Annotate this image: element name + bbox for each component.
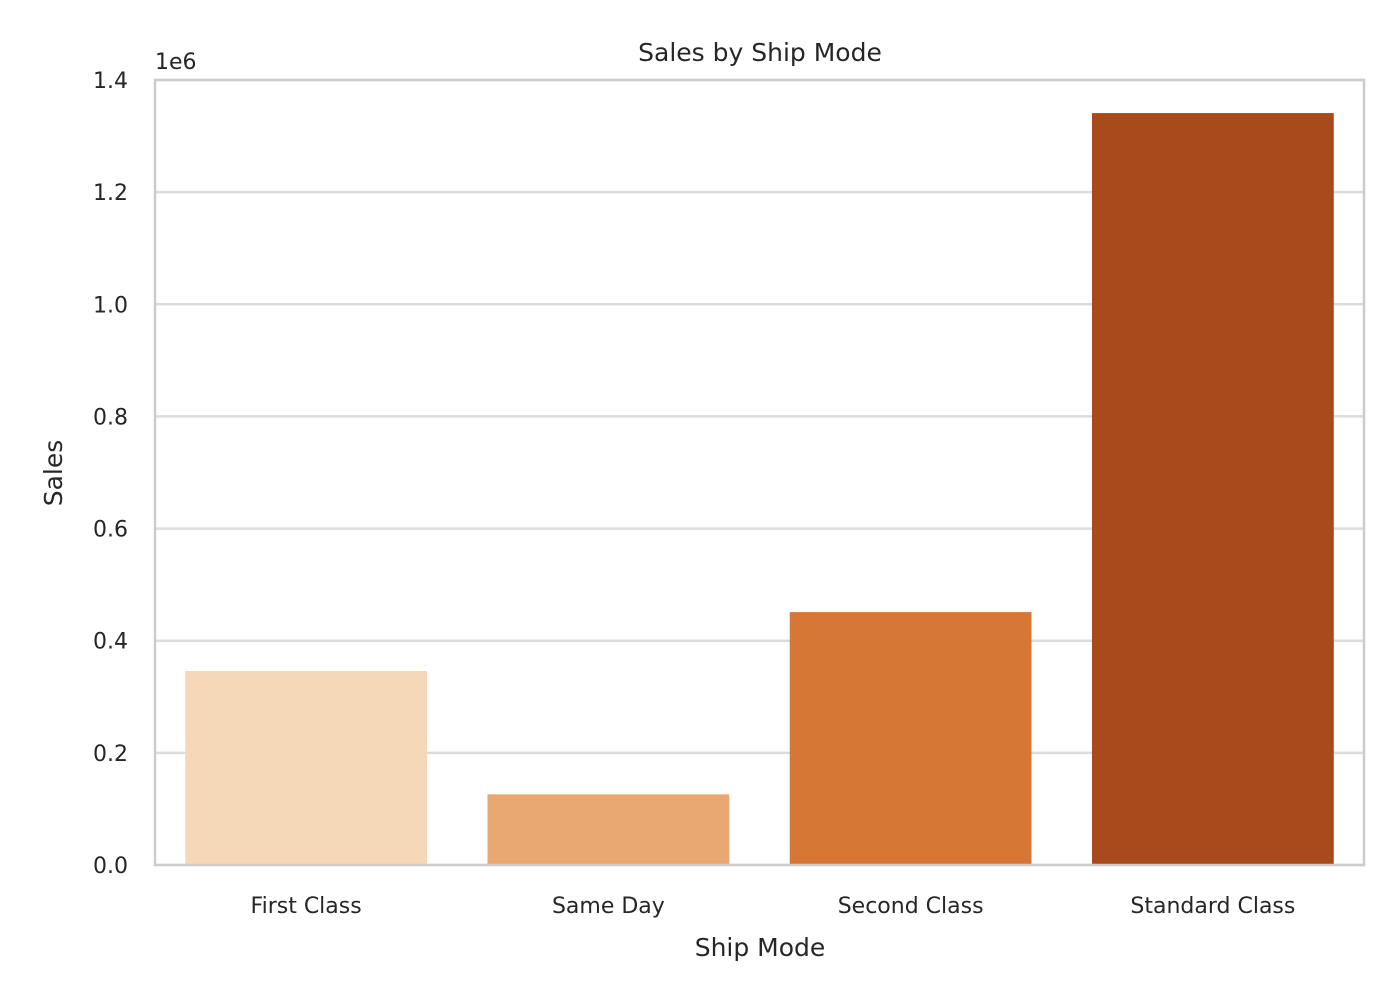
y-axis-label: Sales: [39, 440, 68, 507]
y-tick-label: 1.0: [93, 293, 128, 318]
y-tick-label: 1.4: [93, 69, 128, 94]
y-tick-label: 0.2: [93, 742, 128, 767]
plot-frame: [153, 78, 1366, 867]
y-offset-label: 1e6: [155, 50, 197, 75]
y-tick-label: 0.0: [93, 854, 128, 879]
y-tick-label: 0.6: [93, 518, 128, 543]
x-tick-label: Second Class: [838, 894, 984, 919]
y-tick-label: 0.8: [93, 405, 128, 430]
bar: [185, 670, 428, 865]
bar: [487, 794, 730, 865]
bar-layer: [185, 113, 1334, 865]
bar: [789, 612, 1032, 865]
x-tick-label: Standard Class: [1130, 894, 1295, 919]
tick-layer: 0.0 0.2 0.4 0.6 0.8 1.0 1.2 1.4 First Class Same …: [93, 69, 1295, 919]
x-tick-label: First Class: [251, 894, 362, 919]
bar: [1091, 113, 1334, 865]
y-tick-label: 1.2: [93, 181, 128, 206]
y-tick-label: 0.4: [93, 630, 128, 655]
x-axis-label: Ship Mode: [695, 933, 826, 962]
x-tick-label: Same Day: [552, 894, 665, 919]
chart-title: Sales by Ship Mode: [638, 38, 882, 67]
